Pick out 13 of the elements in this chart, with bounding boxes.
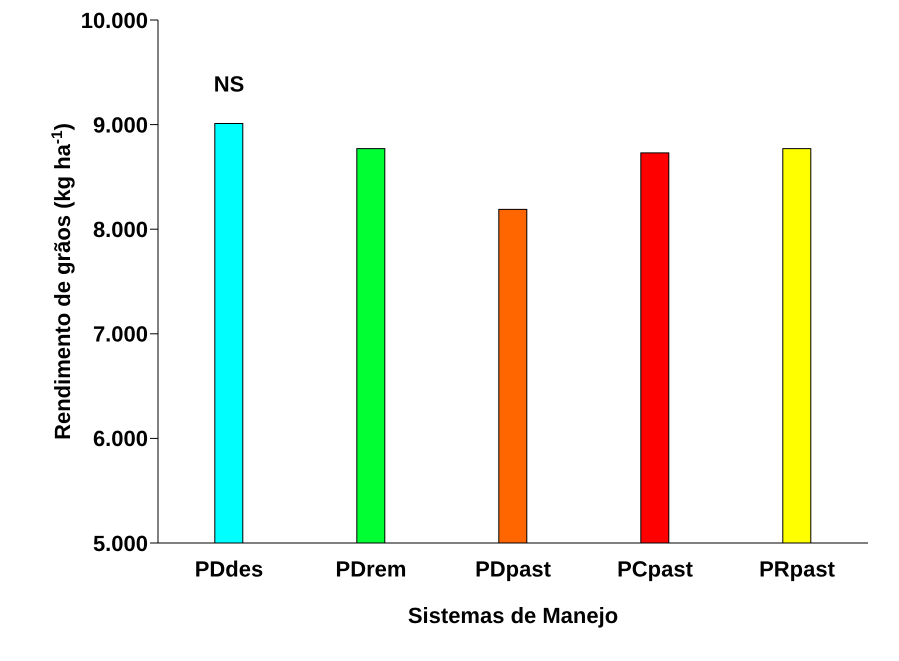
x-axis-title: Sistemas de Manejo [408,603,618,628]
x-tick-label: PCpast [617,556,694,582]
y-tick-label: 9.000 [92,112,148,138]
y-tick-label: 7.000 [92,322,148,347]
x-tick-label: PDrem [336,556,406,582]
x-tick-label: PRpast [759,556,836,582]
y-tick-label: 10.000 [80,8,148,33]
x-tick-label: PDdes [194,556,264,582]
y-tick-label: 6.000 [92,426,148,452]
x-tick-label: PDpast [475,556,552,582]
annotation: NS [214,72,244,97]
y-tick-label: 5.000 [92,530,148,556]
y-tick-label: 8.000 [92,217,148,242]
